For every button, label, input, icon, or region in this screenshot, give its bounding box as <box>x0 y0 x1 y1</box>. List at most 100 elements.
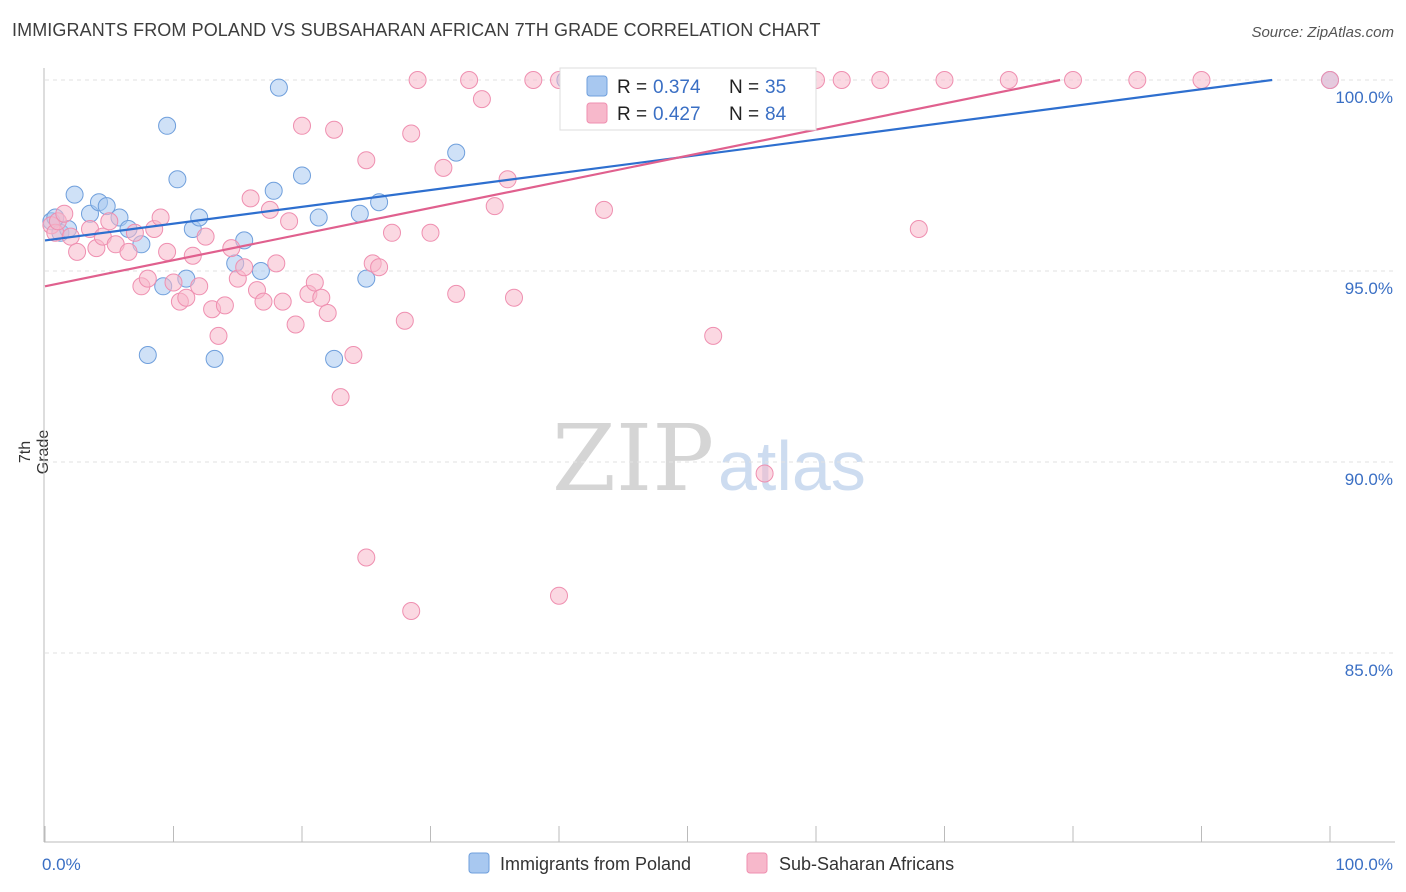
point-africans-57 <box>472 90 491 109</box>
point-poland-16 <box>190 208 209 227</box>
point-africans-81 <box>402 602 421 620</box>
watermark-atlas: atlas <box>718 427 866 505</box>
point-africans-40 <box>305 273 324 292</box>
stats-n-value-poland: 35 <box>765 77 786 98</box>
point-africans-25 <box>209 326 228 345</box>
legend-label-africans[interactable]: Sub-Saharan Africans <box>779 854 954 874</box>
point-poland-25 <box>325 349 344 368</box>
point-africans-14 <box>138 269 157 288</box>
point-africans-53 <box>421 223 440 242</box>
trend-line-africans <box>44 78 1061 288</box>
point-africans-80 <box>357 548 376 567</box>
point-africans-44 <box>331 388 350 407</box>
legend: Immigrants from Poland Sub-Saharan Afric… <box>468 852 954 874</box>
x-tick-label-0: 0.0% <box>42 855 81 874</box>
point-africans-52 <box>408 71 427 89</box>
grid-lines <box>45 79 1395 654</box>
y-tick-label-1: 95.0% <box>1345 279 1393 298</box>
point-africans-74 <box>999 71 1018 89</box>
point-africans-23 <box>196 227 215 246</box>
point-africans-37 <box>286 315 305 334</box>
point-africans-60 <box>524 71 543 89</box>
legend-swatch-poland[interactable] <box>468 852 490 874</box>
axes <box>43 68 1395 843</box>
point-africans-18 <box>164 273 183 292</box>
point-poland-26 <box>350 204 369 223</box>
point-africans-55 <box>447 284 466 303</box>
point-poland-11 <box>138 346 157 364</box>
point-africans-42 <box>318 304 337 322</box>
point-poland-13 <box>158 116 177 135</box>
point-africans-71 <box>871 71 890 89</box>
stats-r-label-poland: R = <box>617 77 647 98</box>
stats-n-value-africans: 84 <box>765 104 787 125</box>
point-africans-9 <box>100 212 119 231</box>
watermark: ZIP atlas <box>552 405 866 512</box>
point-africans-72 <box>909 220 928 238</box>
point-africans-35 <box>273 292 292 311</box>
point-poland-24 <box>309 208 328 227</box>
point-africans-59 <box>505 288 523 307</box>
point-africans-5 <box>68 242 87 261</box>
point-africans-45 <box>344 346 363 364</box>
point-africans-41 <box>312 288 331 307</box>
point-africans-49 <box>383 223 401 242</box>
point-africans-43 <box>325 120 344 139</box>
point-africans-46 <box>357 151 376 170</box>
stats-r-label-africans: R = <box>617 104 647 125</box>
tick-labels: 100.0% 95.0% 90.0% 85.0% 0.0% 100.0% <box>42 88 1393 874</box>
point-africans-48 <box>370 258 389 277</box>
point-africans-30 <box>241 189 260 208</box>
stats-swatch-poland <box>586 75 608 97</box>
point-africans-78 <box>1321 71 1339 89</box>
trend-lines <box>44 78 1273 288</box>
stats-r-value-poland: 0.374 <box>653 77 701 98</box>
y-tick-label-3: 85.0% <box>1345 661 1393 680</box>
point-poland-17 <box>205 349 224 368</box>
point-africans-36 <box>280 212 299 231</box>
stats-r-value-africans: 0.427 <box>653 104 701 125</box>
stats-box: R = 0.374 N = 35 R = 0.427 N = 84 <box>559 67 817 131</box>
point-africans-20 <box>177 288 196 307</box>
stats-swatch-africans <box>586 102 608 124</box>
point-poland-27 <box>357 269 376 288</box>
point-poland-29 <box>447 143 466 162</box>
legend-swatch-africans[interactable] <box>746 852 768 874</box>
point-africans-29 <box>235 258 254 277</box>
point-poland-20 <box>251 262 270 280</box>
point-africans-70 <box>832 71 851 89</box>
point-poland-23 <box>293 166 311 185</box>
point-poland-4 <box>65 185 84 204</box>
point-africans-32 <box>254 292 273 311</box>
source-credit: Source: ZipAtlas.com <box>1251 24 1394 41</box>
y-tick-label-0: 100.0% <box>1335 88 1393 107</box>
stats-n-label-poland: N = <box>729 77 759 98</box>
point-africans-58 <box>485 197 504 216</box>
point-africans-82 <box>550 586 568 605</box>
point-africans-67 <box>755 464 774 483</box>
point-poland-14 <box>168 170 187 189</box>
point-africans-11 <box>119 242 138 261</box>
point-africans-34 <box>267 254 286 273</box>
stats-n-label-africans: N = <box>729 104 759 125</box>
chart-title: IMMIGRANTS FROM POLAND VS SUBSAHARAN AFR… <box>12 20 821 40</box>
point-poland-21 <box>264 181 283 200</box>
point-poland-22 <box>269 78 288 97</box>
point-africans-76 <box>1128 71 1147 89</box>
point-africans-77 <box>1192 71 1211 89</box>
point-africans-54 <box>434 158 453 177</box>
point-africans-50 <box>395 311 414 330</box>
point-africans-3 <box>55 204 74 223</box>
point-africans-56 <box>460 71 479 89</box>
data-points <box>42 71 1339 620</box>
point-africans-75 <box>1064 71 1082 89</box>
point-africans-38 <box>293 116 311 135</box>
point-africans-26 <box>215 296 234 315</box>
watermark-zip: ZIP <box>552 405 714 512</box>
point-africans-51 <box>402 124 421 143</box>
point-africans-83 <box>595 200 613 219</box>
y-tick-label-2: 90.0% <box>1345 470 1393 489</box>
x-tick-label-1: 100.0% <box>1335 855 1393 874</box>
legend-label-poland[interactable]: Immigrants from Poland <box>500 854 691 874</box>
